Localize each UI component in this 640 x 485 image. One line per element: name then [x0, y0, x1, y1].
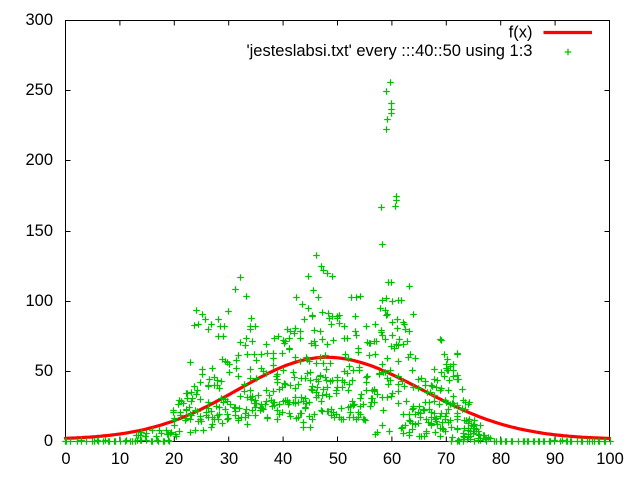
svg-text:100: 100	[25, 292, 53, 310]
svg-text:150: 150	[25, 222, 53, 240]
svg-text:70: 70	[437, 450, 455, 468]
svg-text:20: 20	[165, 450, 183, 468]
svg-text:40: 40	[274, 450, 292, 468]
svg-text:300: 300	[25, 11, 53, 29]
svg-text:50: 50	[35, 362, 53, 380]
svg-text:f(x): f(x)	[509, 24, 533, 42]
svg-text:250: 250	[25, 81, 53, 99]
svg-text:0: 0	[44, 432, 53, 450]
svg-text:0: 0	[61, 450, 70, 468]
svg-text:100: 100	[596, 450, 624, 468]
svg-text:90: 90	[546, 450, 564, 468]
svg-text:80: 80	[492, 450, 510, 468]
svg-text:10: 10	[111, 450, 129, 468]
svg-text:60: 60	[383, 450, 401, 468]
svg-text:200: 200	[25, 151, 53, 169]
svg-text:30: 30	[220, 450, 238, 468]
svg-text:50: 50	[329, 450, 347, 468]
svg-text:'jesteslabsi.txt' every :::40:: 'jesteslabsi.txt' every :::40::50 using …	[246, 42, 532, 60]
